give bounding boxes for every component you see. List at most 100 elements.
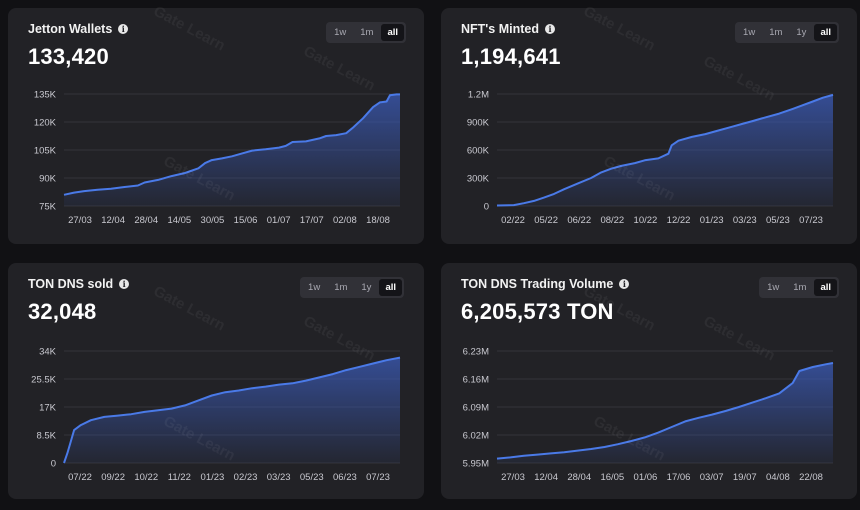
x-tick-label: 03/07	[700, 472, 724, 483]
x-tick-label: 18/08	[366, 215, 390, 226]
x-tick-label: 27/03	[501, 472, 525, 483]
x-tick-label: 01/23	[700, 215, 724, 226]
range-tab-all[interactable]: all	[379, 279, 402, 296]
range-tab-1y[interactable]: 1y	[796, 27, 807, 38]
series-line	[63, 356, 401, 464]
y-tick-label: 0	[484, 202, 489, 213]
y-tick-label: 900K	[467, 118, 490, 129]
range-tab-1w[interactable]: 1w	[767, 282, 780, 293]
range-tab-1w[interactable]: 1w	[743, 27, 756, 38]
y-tick-label: 120K	[34, 118, 57, 129]
card-title-text: TON DNS Trading Volume	[461, 277, 614, 291]
x-tick-label: 06/23	[333, 472, 357, 483]
range-tab-all[interactable]: all	[814, 279, 837, 296]
range-tab-1w[interactable]: 1w	[334, 27, 347, 38]
x-tick-label: 02/22	[501, 215, 525, 226]
y-tick-label: 135K	[34, 90, 57, 101]
y-tick-label: 25.5K	[31, 375, 56, 386]
y-tick-label: 6.16M	[463, 375, 489, 386]
x-tick-label: 07/23	[799, 215, 823, 226]
range-tab-1m[interactable]: 1m	[360, 27, 374, 38]
x-tick-label: 01/23	[201, 472, 225, 483]
card-title: TON DNS sold i	[28, 277, 130, 291]
x-tick-label: 08/22	[600, 215, 624, 226]
x-tick-label: 28/04	[567, 472, 591, 483]
y-tick-label: 6.02M	[463, 431, 489, 442]
series-area	[64, 357, 400, 463]
x-tick-label: 12/04	[534, 472, 558, 483]
y-tick-label: 105K	[34, 146, 57, 157]
x-tick-label: 02/08	[333, 215, 357, 226]
area-chart: 0 8.5K 17K 25.5K 34K 07/22 09/22 10/22 11/22 01/2…	[31, 347, 401, 483]
info-icon[interactable]: i	[544, 24, 555, 34]
x-tick-label: 04/08	[766, 472, 790, 483]
y-tick-label: 300K	[467, 174, 490, 185]
x-tick-label: 28/04	[134, 215, 158, 226]
info-icon[interactable]: i	[619, 279, 630, 289]
card-title-text: TON DNS sold	[28, 277, 114, 291]
y-tick-label: 8.5K	[36, 431, 56, 442]
card-title: NFT's Minted i	[461, 22, 555, 36]
x-tick-label: 17/07	[300, 215, 324, 226]
y-tick-label: 1.2M	[468, 90, 489, 101]
range-tab-all[interactable]: all	[381, 24, 404, 41]
card-title: TON DNS Trading Volume i	[461, 277, 630, 291]
x-tick-label: 05/23	[300, 472, 324, 483]
x-tick-label: 12/22	[667, 215, 691, 226]
series-area	[497, 363, 833, 463]
info-icon[interactable]: i	[118, 24, 129, 34]
x-tick-label: 01/06	[634, 472, 658, 483]
x-tick-label: 30/05	[201, 215, 225, 226]
y-tick-label: 5.95M	[463, 459, 489, 470]
x-tick-label: 16/05	[600, 472, 624, 483]
range-tab-1m[interactable]: 1m	[769, 27, 783, 38]
series-area	[64, 94, 400, 206]
card-value: 1,194,641	[461, 44, 561, 69]
card-value: 32,048	[28, 299, 97, 324]
y-tick-label: 90K	[39, 174, 57, 185]
x-tick-label: 10/22	[634, 215, 658, 226]
range-tab-all[interactable]: all	[814, 24, 837, 41]
card-value: 133,420	[28, 44, 109, 69]
x-tick-label: 12/04	[101, 215, 125, 226]
x-tick-label: 19/07	[733, 472, 757, 483]
x-tick-label: 03/23	[267, 472, 291, 483]
y-tick-label: 0	[51, 459, 56, 470]
range-tab-1m[interactable]: 1m	[793, 282, 807, 293]
x-tick-label: 05/22	[534, 215, 558, 226]
series-line	[496, 93, 834, 207]
x-tick-label: 10/22	[134, 472, 158, 483]
chart-card-jetton-wallets: Jetton Wallets i 133,420 1w 1m all 75K 90…	[8, 8, 424, 244]
x-tick-label: 14/05	[167, 215, 191, 226]
card-title-text: NFT's Minted	[461, 22, 539, 36]
y-tick-label: 6.09M	[463, 403, 489, 414]
x-tick-label: 07/22	[68, 472, 92, 483]
range-selector: 1w 1m 1y all	[300, 277, 404, 298]
x-tick-label: 01/07	[267, 215, 291, 226]
x-tick-label: 11/22	[168, 472, 191, 483]
y-tick-label: 34K	[39, 347, 57, 358]
series-line	[63, 93, 400, 196]
chart-card-ton-dns-sold: TON DNS sold i 32,048 1w 1m 1y all 0 8.5K…	[8, 263, 424, 499]
card-title: Jetton Wallets i	[28, 22, 129, 36]
y-tick-label: 600K	[467, 146, 490, 157]
y-tick-label: 6.23M	[463, 347, 489, 358]
range-tab-1y[interactable]: 1y	[361, 282, 372, 293]
area-chart: 0 300K 600K 900K 1.2M 02/22 05/22 06/22 08/22 10/…	[467, 90, 834, 226]
x-tick-label: 07/23	[366, 472, 390, 483]
y-tick-label: 17K	[39, 403, 57, 414]
x-tick-label: 06/22	[567, 215, 591, 226]
range-selector: 1w 1m 1y all	[735, 22, 839, 43]
info-icon[interactable]: i	[119, 279, 130, 289]
range-tab-1w[interactable]: 1w	[308, 282, 321, 293]
x-tick-label: 27/03	[68, 215, 92, 226]
x-tick-label: 05/23	[766, 215, 790, 226]
range-tab-1m[interactable]: 1m	[334, 282, 348, 293]
x-tick-label: 17/06	[667, 472, 691, 483]
x-tick-label: 09/22	[101, 472, 125, 483]
x-tick-label: 02/23	[234, 472, 258, 483]
card-title-text: Jetton Wallets	[28, 22, 113, 36]
card-value: 6,205,573 TON	[461, 299, 614, 324]
x-tick-label: 22/08	[799, 472, 823, 483]
area-chart: 75K 90K 105K 120K 135K 27/03 12/04 28/04 14/05 30…	[34, 90, 400, 226]
